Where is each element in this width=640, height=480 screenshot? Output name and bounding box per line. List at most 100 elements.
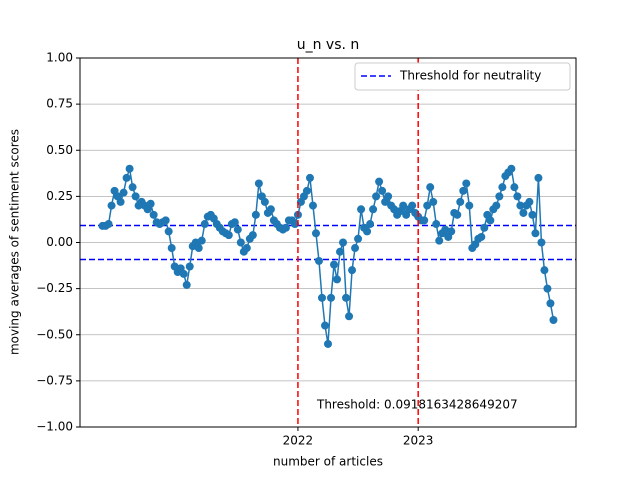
data-point xyxy=(302,186,311,195)
data-point xyxy=(546,299,555,308)
data-point xyxy=(354,234,363,243)
data-point xyxy=(477,232,486,241)
data-point xyxy=(185,262,194,271)
data-point xyxy=(510,183,519,192)
plot-frame xyxy=(79,57,577,428)
data-point xyxy=(495,192,504,201)
data-point xyxy=(339,238,348,247)
data-point xyxy=(420,216,429,225)
data-point xyxy=(357,205,366,214)
data-point xyxy=(486,216,495,225)
data-point xyxy=(441,225,450,234)
data-point xyxy=(516,201,525,210)
data-point xyxy=(194,244,203,253)
data-point xyxy=(266,205,275,214)
data-line xyxy=(102,166,555,345)
data-point xyxy=(549,315,558,324)
data-point xyxy=(540,266,549,275)
data-point xyxy=(317,293,326,302)
data-point xyxy=(167,244,176,253)
data-point xyxy=(146,199,155,208)
y-axis-label: moving averages of sentiment scores xyxy=(8,129,22,355)
data-point xyxy=(311,229,320,238)
data-point xyxy=(161,216,170,225)
data-point xyxy=(327,293,336,302)
data-point xyxy=(320,321,329,330)
data-point xyxy=(230,218,239,227)
data-point xyxy=(128,183,137,192)
data-point xyxy=(182,280,191,289)
y-tick-label: 0.00 xyxy=(46,235,73,249)
data-point xyxy=(498,183,507,192)
data-point xyxy=(435,236,444,245)
data-point xyxy=(537,238,546,247)
data-point xyxy=(528,210,537,219)
y-tick-label: −0.75 xyxy=(36,373,73,387)
data-point xyxy=(426,183,435,192)
data-point xyxy=(543,284,552,293)
data-point xyxy=(429,197,438,206)
x-tick-label: 2023 xyxy=(403,434,434,448)
data-point xyxy=(242,244,251,253)
annotation: Threshold: 0.0918163428649207 xyxy=(316,398,518,412)
y-tick-label: 0.25 xyxy=(46,189,73,203)
data-point xyxy=(342,293,351,302)
legend-label: Threshold for neutrality xyxy=(399,69,541,83)
y-tick-label: −0.25 xyxy=(36,281,73,295)
data-point xyxy=(330,260,339,269)
data-point xyxy=(384,192,393,201)
data-point xyxy=(432,220,441,229)
data-point xyxy=(531,229,540,238)
data-point xyxy=(116,197,125,206)
legend-box xyxy=(354,62,571,91)
data-point xyxy=(104,220,113,229)
data-point xyxy=(125,164,134,173)
data-point xyxy=(423,201,432,210)
data-point xyxy=(314,256,323,265)
data-point xyxy=(369,205,378,214)
data-point xyxy=(233,225,242,234)
chart-title: u_n vs. n xyxy=(297,37,360,53)
data-point xyxy=(462,179,471,188)
data-point xyxy=(281,223,290,232)
x-tick-label: 2022 xyxy=(283,434,314,448)
data-point xyxy=(507,164,516,173)
y-tick-label: −0.50 xyxy=(36,327,73,341)
data-point xyxy=(179,269,188,278)
data-point xyxy=(200,220,209,229)
data-point xyxy=(513,192,522,201)
data-point xyxy=(534,173,543,182)
data-point xyxy=(305,173,314,182)
y-tick-label: 0.50 xyxy=(46,143,73,157)
data-point xyxy=(308,201,317,210)
y-tick-label: 1.00 xyxy=(46,51,73,65)
data-point xyxy=(351,244,360,253)
data-point xyxy=(236,238,245,247)
data-point xyxy=(248,231,257,240)
data-point xyxy=(375,177,384,186)
y-tick-label: 0.75 xyxy=(46,97,73,111)
data-point xyxy=(251,210,260,219)
data-point xyxy=(164,227,173,236)
data-point xyxy=(149,210,158,219)
data-point xyxy=(456,197,465,206)
data-point xyxy=(363,227,372,236)
data-point xyxy=(290,220,299,229)
data-point xyxy=(260,197,269,206)
data-point xyxy=(408,201,417,210)
data-point xyxy=(324,339,332,348)
data-point xyxy=(131,192,140,201)
data-point xyxy=(372,192,381,201)
data-point xyxy=(333,275,342,284)
data-point xyxy=(336,247,345,256)
data-point xyxy=(345,312,354,321)
data-point xyxy=(366,220,375,229)
data-point xyxy=(254,179,263,188)
data-point xyxy=(378,186,387,195)
data-point xyxy=(453,210,462,219)
x-axis-label: number of articles xyxy=(273,455,383,469)
data-point xyxy=(348,266,357,275)
data-point xyxy=(119,188,128,197)
data-point xyxy=(519,208,528,217)
